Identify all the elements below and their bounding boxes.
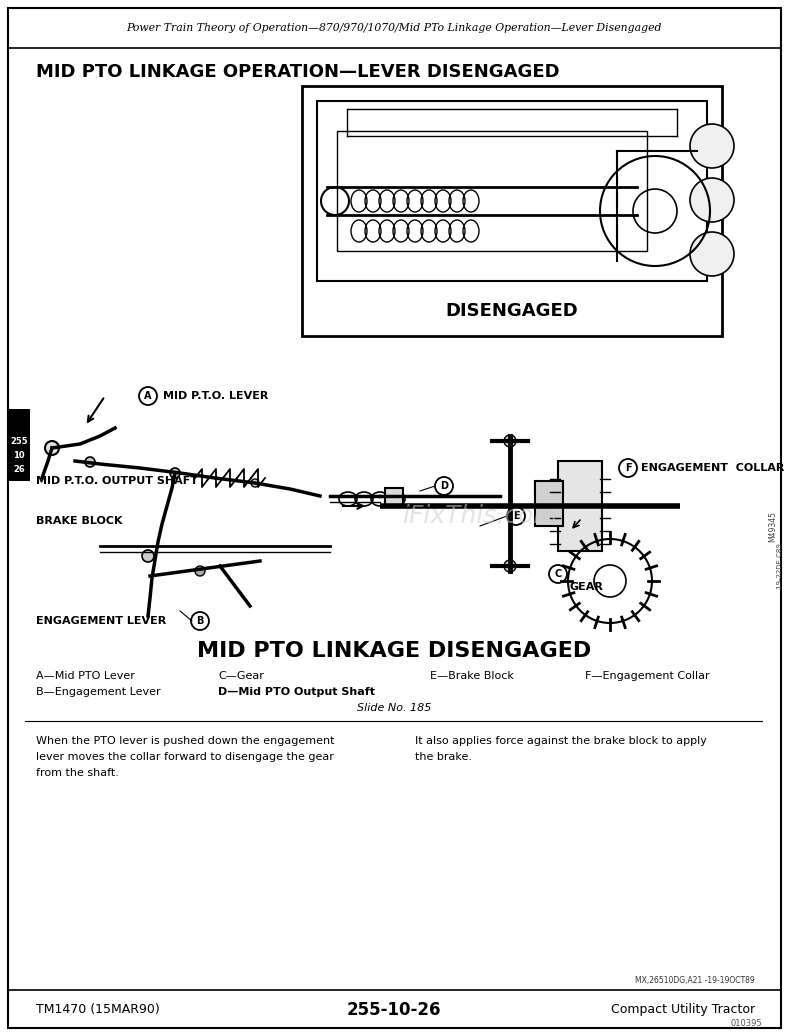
Circle shape [507,507,525,525]
Circle shape [619,459,637,477]
Text: MID PTO LINKAGE DISENGAGED: MID PTO LINKAGE DISENGAGED [197,641,591,661]
Text: BRAKE BLOCK: BRAKE BLOCK [36,516,122,526]
Text: A: A [144,391,151,401]
Circle shape [504,560,516,572]
Circle shape [45,441,59,455]
Circle shape [251,479,259,487]
Circle shape [142,550,154,562]
Circle shape [170,468,180,478]
Circle shape [504,435,516,447]
Text: 255-10-26: 255-10-26 [346,1001,441,1019]
Circle shape [191,612,209,630]
Text: ENGAGEMENT  COLLAR: ENGAGEMENT COLLAR [641,463,784,473]
Text: TM1470 (15MAR90): TM1470 (15MAR90) [36,1004,159,1016]
Text: Slide No. 185: Slide No. 185 [357,703,431,713]
Text: GEAR: GEAR [570,582,604,592]
Text: MID PTO LINKAGE OPERATION—LEVER DISENGAGED: MID PTO LINKAGE OPERATION—LEVER DISENGAG… [36,63,559,81]
Text: Compact Utility Tractor: Compact Utility Tractor [611,1004,755,1016]
Text: C: C [555,569,562,579]
Text: C—Gear: C—Gear [218,671,264,681]
Text: B: B [196,616,204,626]
Text: 26: 26 [13,465,25,474]
Text: 10: 10 [13,452,24,460]
Text: MID P.T.O. LEVER: MID P.T.O. LEVER [163,391,268,401]
Text: DISENGAGED: DISENGAGED [446,303,578,320]
Text: from the shaft.: from the shaft. [36,768,119,778]
Bar [302,86,722,336]
Circle shape [549,565,567,583]
Text: M49345: M49345 [768,511,777,542]
Text: F: F [625,463,631,473]
Text: ENGAGEMENT LEVER: ENGAGEMENT LEVER [36,616,166,626]
Text: It also applies force against the brake block to apply: It also applies force against the brake … [415,736,707,746]
Text: E—Brake Block: E—Brake Block [430,671,514,681]
Text: 010395: 010395 [731,1018,762,1028]
Circle shape [195,566,205,576]
Bar [558,461,602,551]
Text: MX,26510DG,A21 -19-19OCT89: MX,26510DG,A21 -19-19OCT89 [635,977,755,985]
Circle shape [85,457,95,467]
Circle shape [690,178,734,222]
Bar [8,409,30,481]
Text: A—Mid PTO Lever: A—Mid PTO Lever [36,671,135,681]
Text: D—Mid PTO Output Shaft: D—Mid PTO Output Shaft [218,687,375,697]
Text: Power Train Theory of Operation—870/970/1070/Mid PTo Linkage Operation—Lever Dis: Power Train Theory of Operation—870/970/… [126,23,662,33]
Bar [337,131,647,251]
Circle shape [139,387,157,405]
Text: lever moves the collar forward to disengage the gear: lever moves the collar forward to diseng… [36,752,334,762]
Text: 19-22DE C89: 19-22DE C89 [777,543,783,588]
Bar [8,8,781,48]
Text: F—Engagement Collar: F—Engagement Collar [585,671,709,681]
Bar [535,481,563,526]
Text: MID P.T.O. OUTPUT SHAFT: MID P.T.O. OUTPUT SHAFT [36,476,198,486]
Circle shape [690,232,734,276]
Text: the brake.: the brake. [415,752,472,762]
Circle shape [690,124,734,168]
Circle shape [435,477,453,495]
Text: iFixThis.com: iFixThis.com [402,503,558,528]
Bar [317,100,707,281]
Text: D: D [440,481,448,491]
Text: 255: 255 [10,436,28,445]
Text: B—Engagement Lever: B—Engagement Lever [36,687,161,697]
Text: When the PTO lever is pushed down the engagement: When the PTO lever is pushed down the en… [36,736,335,746]
Text: E: E [513,511,519,521]
Bar [385,488,403,506]
